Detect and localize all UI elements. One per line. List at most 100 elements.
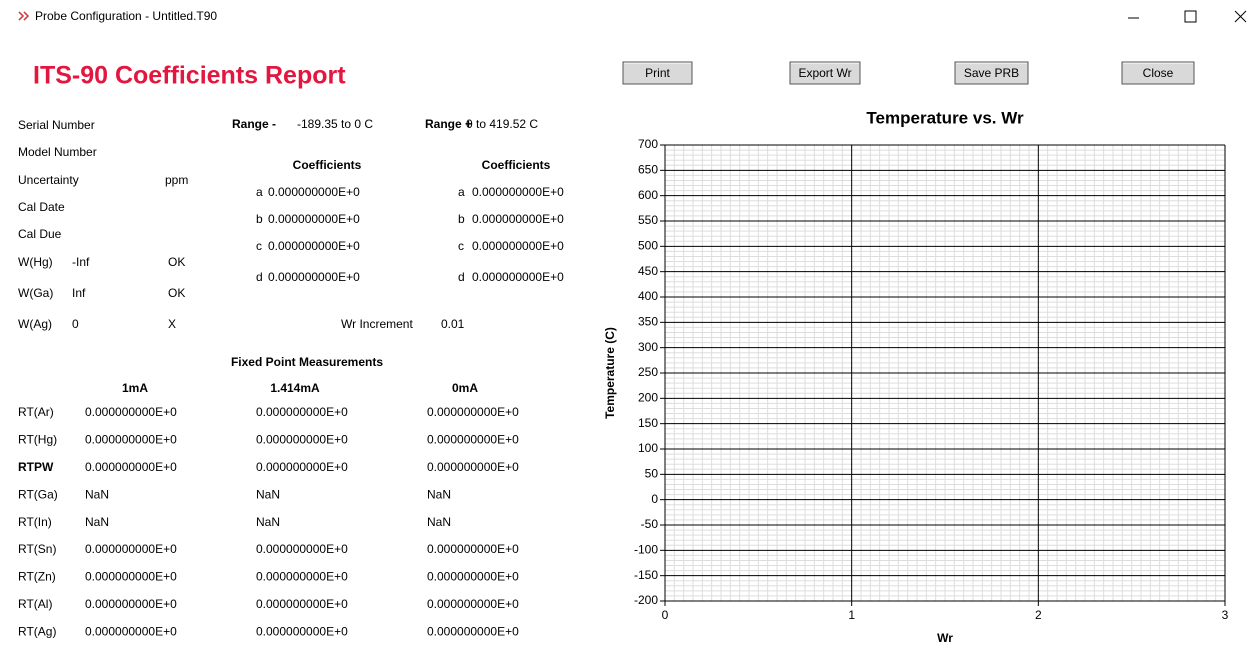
close-window-button[interactable] [1234, 10, 1247, 23]
info-label: W(Ag) [18, 317, 52, 331]
x-tick-label: 2 [1035, 608, 1042, 622]
y-tick-label: 700 [638, 137, 658, 151]
measurement-value: 0.000000000E+0 [85, 542, 177, 556]
coefficient-name: d [256, 270, 263, 284]
range-value: 0 to 419.52 C [466, 117, 538, 131]
coefficient-value: 0.000000000E+0 [268, 239, 360, 253]
y-tick-label: 550 [638, 213, 658, 227]
row-label: RT(Ag) [18, 624, 56, 638]
fixed-points-title: Fixed Point Measurements [231, 355, 383, 369]
y-tick-label: 200 [638, 391, 658, 405]
info-label: Cal Date [18, 200, 65, 214]
info-label: Serial Number [18, 118, 95, 132]
button-label: Close [1143, 66, 1174, 80]
button-face [1121, 61, 1195, 85]
measurement-value: 0.000000000E+0 [427, 624, 519, 638]
coefficient-value: 0.000000000E+0 [268, 212, 360, 226]
button[interactable]: Print [622, 61, 693, 85]
measurement-value: 0.000000000E+0 [256, 597, 348, 611]
coefficient-name: a [458, 185, 465, 199]
coefficient-value: 0.000000000E+0 [268, 270, 360, 284]
row-label: RT(Hg) [18, 433, 57, 447]
y-tick-label: 150 [638, 416, 658, 430]
y-tick-label: 350 [638, 315, 658, 329]
column-header: 1.414mA [270, 381, 320, 395]
range-label: Range - [232, 117, 276, 131]
measurement-value: 0.000000000E+0 [85, 405, 177, 419]
x-axis-label: Wr [937, 631, 953, 645]
coefficient-value: 0.000000000E+0 [472, 212, 564, 226]
info-value: Inf [72, 286, 86, 300]
button[interactable]: Export Wr [789, 61, 861, 85]
info-label: W(Hg) [18, 255, 53, 269]
coefficient-name: d [458, 270, 465, 284]
button[interactable]: Save PRB [954, 61, 1029, 85]
button-face [954, 61, 1029, 85]
range-value: -189.35 to 0 C [297, 117, 373, 131]
row-label: RT(Ga) [18, 487, 58, 501]
info-status: OK [168, 286, 185, 300]
button-face [789, 61, 861, 85]
measurement-value: 0.000000000E+0 [256, 542, 348, 556]
info-label: W(Ga) [18, 286, 53, 300]
coefficient-name: c [256, 239, 262, 253]
measurement-value: 0.000000000E+0 [427, 460, 519, 474]
measurement-value: 0.000000000E+0 [427, 405, 519, 419]
row-label: RT(Al) [18, 597, 52, 611]
info-label: Cal Due [18, 227, 62, 241]
y-axis-label: Temperature (C) [603, 327, 617, 419]
measurement-value: 0.000000000E+0 [427, 597, 519, 611]
row-label: RT(Zn) [18, 570, 56, 584]
coefficient-name: c [458, 239, 464, 253]
maximize-button[interactable] [1184, 10, 1197, 23]
measurement-value: NaN [427, 515, 451, 529]
column-header: 0mA [452, 381, 478, 395]
chart: Temperature vs. Wr Wr Temperature (C) -200 -… [603, 108, 1228, 645]
row-label: RT(In) [18, 515, 52, 529]
coefficients-heading: Coefficients [482, 158, 551, 172]
measurement-value: 0.000000000E+0 [85, 460, 177, 474]
info-value: 0 [72, 317, 79, 331]
coefficient-name: b [458, 212, 465, 226]
y-tick-label: 400 [638, 289, 658, 303]
measurement-value: 0.000000000E+0 [85, 624, 177, 638]
info-status: X [168, 317, 176, 331]
row-label: RTPW [18, 460, 54, 474]
y-tick-label: 600 [638, 188, 658, 202]
info-value: -Inf [72, 255, 90, 269]
wr-increment-value: 0.01 [441, 317, 465, 331]
row-label: RT(Ar) [18, 405, 54, 419]
measurement-value: 0.000000000E+0 [256, 405, 348, 419]
y-tick-label: -200 [634, 593, 658, 607]
coefficient-name: b [256, 212, 263, 226]
x-tick-label: 0 [662, 608, 669, 622]
measurement-value: 0.000000000E+0 [256, 624, 348, 638]
y-tick-label: -100 [634, 543, 658, 557]
button-label: Save PRB [964, 66, 1019, 80]
report-title: ITS-90 Coefficients Report [33, 62, 346, 90]
coefficient-value: 0.000000000E+0 [472, 239, 564, 253]
button[interactable]: Close [1121, 61, 1195, 85]
measurement-value: 0.000000000E+0 [85, 570, 177, 584]
measurement-value: NaN [85, 515, 109, 529]
y-tick-label: 50 [645, 467, 659, 481]
measurement-value: 0.000000000E+0 [256, 433, 348, 447]
wr-increment-label: Wr Increment [341, 317, 413, 331]
y-tick-label: -50 [641, 517, 659, 531]
coefficient-name: a [256, 185, 263, 199]
coefficient-value: 0.000000000E+0 [268, 185, 360, 199]
measurement-value: NaN [427, 487, 451, 501]
button-face [622, 61, 693, 85]
measurement-value: 0.000000000E+0 [427, 433, 519, 447]
measurement-value: 0.000000000E+0 [85, 597, 177, 611]
measurement-value: NaN [256, 515, 280, 529]
y-tick-label: 0 [651, 492, 658, 506]
row-label: RT(Sn) [18, 542, 56, 556]
coefficients-heading: Coefficients [293, 158, 362, 172]
y-tick-label: 300 [638, 340, 658, 354]
app-icon [18, 11, 30, 21]
measurement-value: NaN [256, 487, 280, 501]
chart-title: Temperature vs. Wr [866, 108, 1024, 127]
x-tick-label: 1 [848, 608, 855, 622]
